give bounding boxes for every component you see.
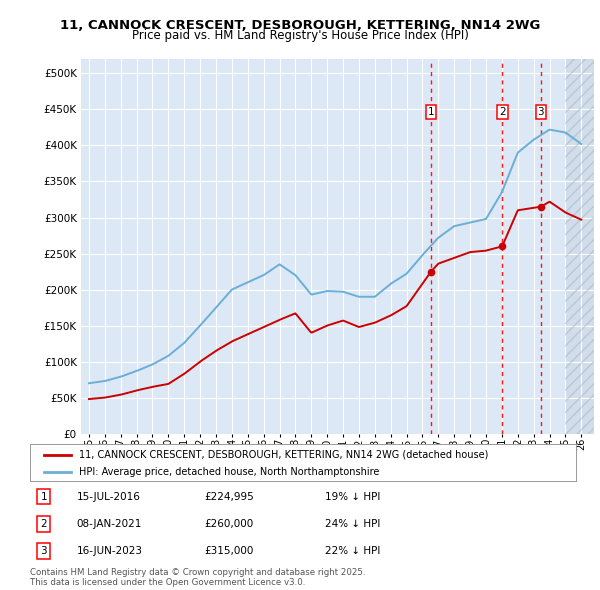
Text: Contains HM Land Registry data © Crown copyright and database right 2025.
This d: Contains HM Land Registry data © Crown c… (30, 568, 365, 587)
Bar (565, 59, 594, 434)
Text: 2: 2 (499, 107, 506, 117)
Text: 2: 2 (40, 519, 47, 529)
Text: HPI: Average price, detached house, North Northamptonshire: HPI: Average price, detached house, Nort… (79, 467, 380, 477)
Text: 24% ↓ HPI: 24% ↓ HPI (325, 519, 380, 529)
Text: 1: 1 (428, 107, 434, 117)
Text: 11, CANNOCK CRESCENT, DESBOROUGH, KETTERING, NN14 2WG (detached house): 11, CANNOCK CRESCENT, DESBOROUGH, KETTER… (79, 450, 488, 460)
Text: 16-JUN-2023: 16-JUN-2023 (76, 546, 142, 556)
Text: £315,000: £315,000 (205, 546, 254, 556)
Text: 08-JAN-2021: 08-JAN-2021 (76, 519, 142, 529)
Bar (565, 59, 594, 434)
Text: 22% ↓ HPI: 22% ↓ HPI (325, 546, 380, 556)
Text: 19% ↓ HPI: 19% ↓ HPI (325, 491, 380, 502)
Text: 3: 3 (40, 546, 47, 556)
Text: 1: 1 (40, 491, 47, 502)
Text: £260,000: £260,000 (205, 519, 254, 529)
Text: 3: 3 (538, 107, 544, 117)
Text: Price paid vs. HM Land Registry's House Price Index (HPI): Price paid vs. HM Land Registry's House … (131, 30, 469, 42)
Text: 15-JUL-2016: 15-JUL-2016 (76, 491, 140, 502)
Text: 11, CANNOCK CRESCENT, DESBOROUGH, KETTERING, NN14 2WG: 11, CANNOCK CRESCENT, DESBOROUGH, KETTER… (60, 19, 540, 32)
Text: £224,995: £224,995 (205, 491, 254, 502)
